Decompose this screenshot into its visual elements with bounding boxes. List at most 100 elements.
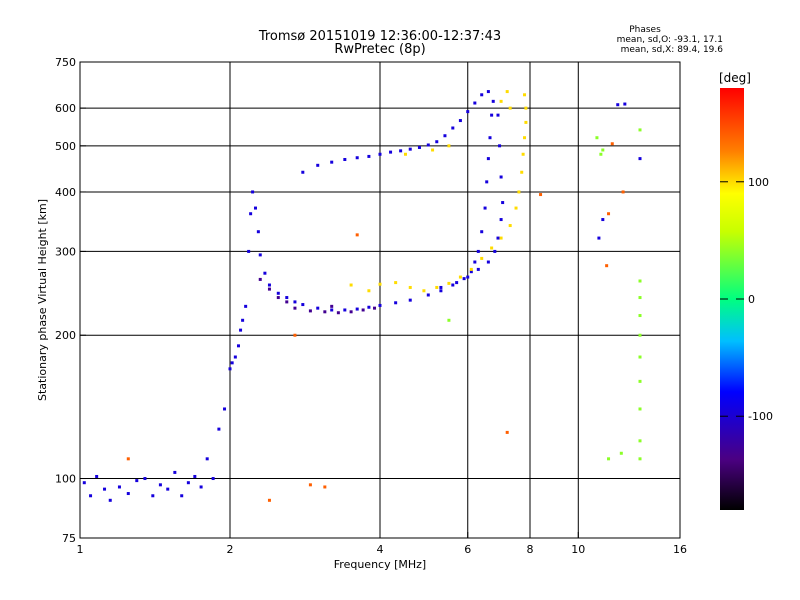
data-point [301,170,305,174]
x-tick-label: 2 [227,543,234,556]
data-point [447,318,451,322]
data-point [349,310,353,314]
data-point [491,99,495,103]
data-point [473,260,477,264]
data-point [508,224,512,228]
data-point [217,427,221,431]
y-tick-label: 750 [55,56,76,69]
data-point [520,170,524,174]
data-point [607,212,611,216]
colorbar-tick-label: 100 [748,176,769,189]
data-point [211,477,215,481]
data-point [367,305,371,309]
data-point [316,163,320,167]
chart-title: Tromsø 20151019 12:36:00-12:37:43 [258,29,501,44]
data-point [285,296,289,300]
data-point [597,236,601,240]
data-point [638,355,642,359]
data-point [435,140,439,144]
data-point [499,218,503,222]
data-point [82,481,86,485]
y-tick-label: 600 [55,102,76,115]
data-point [486,157,490,161]
data-point [485,180,489,184]
data-point [451,283,455,287]
y-tick-label: 500 [55,140,76,153]
y-tick-label: 75 [62,532,76,545]
y-tick-label: 200 [55,329,76,342]
data-point [223,407,227,411]
data-point [301,303,305,307]
data-point [247,249,251,253]
data-point [267,498,271,502]
data-point [521,152,525,156]
colorbar-label: [deg] [719,71,751,85]
data-point [378,152,382,156]
data-point [466,275,470,279]
data-point [378,282,382,286]
data-points [82,90,642,502]
data-point [476,249,480,253]
data-point [323,485,327,489]
data-point [466,110,470,114]
data-point [343,308,347,312]
x-tick-label: 1 [77,543,84,556]
data-point [293,333,297,337]
data-point [443,134,447,138]
data-point [233,355,237,359]
data-point [389,150,393,154]
data-point [601,218,605,222]
data-point [253,206,257,210]
data-point [473,101,477,105]
data-point [193,474,197,478]
data-point [330,160,334,164]
data-point [638,379,642,383]
phases-stats-title: Phases [629,25,661,35]
data-point [621,190,625,194]
data-point [378,303,382,307]
data-point [316,306,320,310]
data-point [293,306,297,310]
data-point [638,279,642,283]
data-point [458,275,462,279]
data-point [117,485,121,489]
data-point [480,230,484,234]
data-point [638,314,642,318]
data-point [205,457,209,461]
data-point [108,498,112,502]
data-point [361,308,365,312]
data-point [417,145,421,149]
data-point [595,136,599,140]
data-point [276,296,280,300]
data-point [619,451,623,455]
data-point [505,90,509,94]
data-point [490,113,494,117]
y-axis-ticks: 75 100 200 300 400 500 600 750 [55,56,86,545]
data-point [186,481,190,485]
data-point [447,144,451,148]
data-point [308,309,312,313]
data-point [476,267,480,271]
data-point [539,193,543,197]
data-point [638,407,642,411]
data-point [336,311,340,315]
data-point [239,328,243,332]
data-point [638,296,642,300]
data-point [486,90,490,94]
data-point [308,483,312,487]
data-point [638,157,642,161]
data-point [523,136,527,140]
data-point [173,470,177,474]
data-point [285,300,289,304]
data-point [469,270,473,274]
colorbar-ticks: 100 0 -100 [720,176,773,423]
data-point [355,233,359,237]
x-tick-label: 6 [464,543,471,556]
data-point [228,367,232,371]
y-tick-label: 100 [55,473,76,486]
data-point [607,457,611,461]
data-point [126,492,130,496]
data-point [151,494,155,498]
data-point [451,126,455,130]
